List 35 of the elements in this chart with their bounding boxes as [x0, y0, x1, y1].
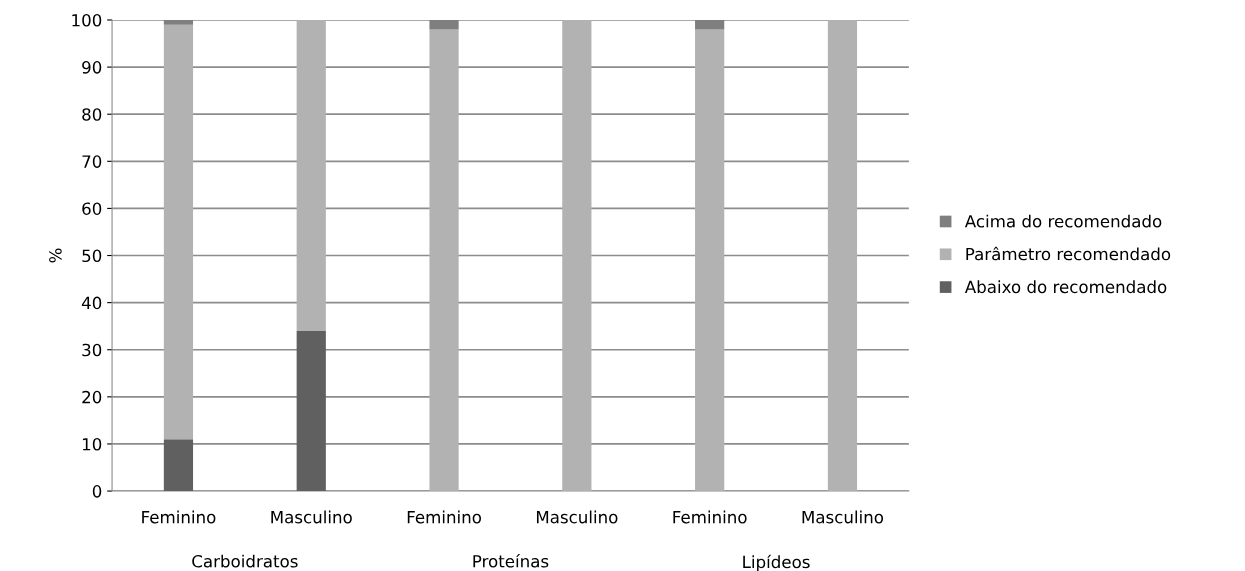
y-tick-label: 50: [82, 249, 102, 263]
bar: [827, 19, 858, 492]
x-tick-label: Feminino: [142, 510, 216, 524]
bar: [163, 24, 194, 440]
x-tick-label: Masculino: [271, 510, 352, 524]
legend-label: Acima do recomendado: [964, 214, 1162, 228]
legend-label: Parâmetro recomendado: [966, 246, 1171, 261]
bar: [163, 19, 194, 25]
y-tick-label: 40: [81, 296, 102, 310]
y-tick-label: 60: [82, 202, 102, 215]
y-tick-label: 20: [82, 390, 102, 404]
bar: [429, 29, 459, 492]
y-tick-label: 70: [82, 155, 102, 168]
bar: [695, 29, 725, 492]
bar: [296, 330, 326, 492]
y-tick-label: 30: [82, 343, 102, 357]
y-tick-label: 10: [82, 437, 102, 451]
y-axis-title: %: [49, 248, 62, 263]
x-tick-label: Feminino: [407, 510, 482, 524]
x-tick-label: Masculino: [802, 510, 884, 524]
y-tick-label: 0: [92, 485, 102, 498]
bar: [695, 19, 725, 30]
x-tick-label: Feminino: [673, 510, 747, 524]
text: Carboidratos: [192, 554, 298, 568]
y-tick-label: 90: [82, 61, 102, 74]
legend-label: Abaixo do recomendado: [964, 280, 1167, 294]
text: Lipídeos: [743, 554, 810, 571]
bar: [163, 439, 194, 492]
bar: [562, 19, 592, 492]
y-tick-label: 100: [72, 13, 102, 27]
text: Proteínas: [473, 553, 549, 568]
y-tick-label: 80: [82, 108, 102, 121]
x-tick-label: Masculino: [536, 510, 618, 524]
bar: [429, 19, 459, 30]
bar: [296, 19, 326, 331]
